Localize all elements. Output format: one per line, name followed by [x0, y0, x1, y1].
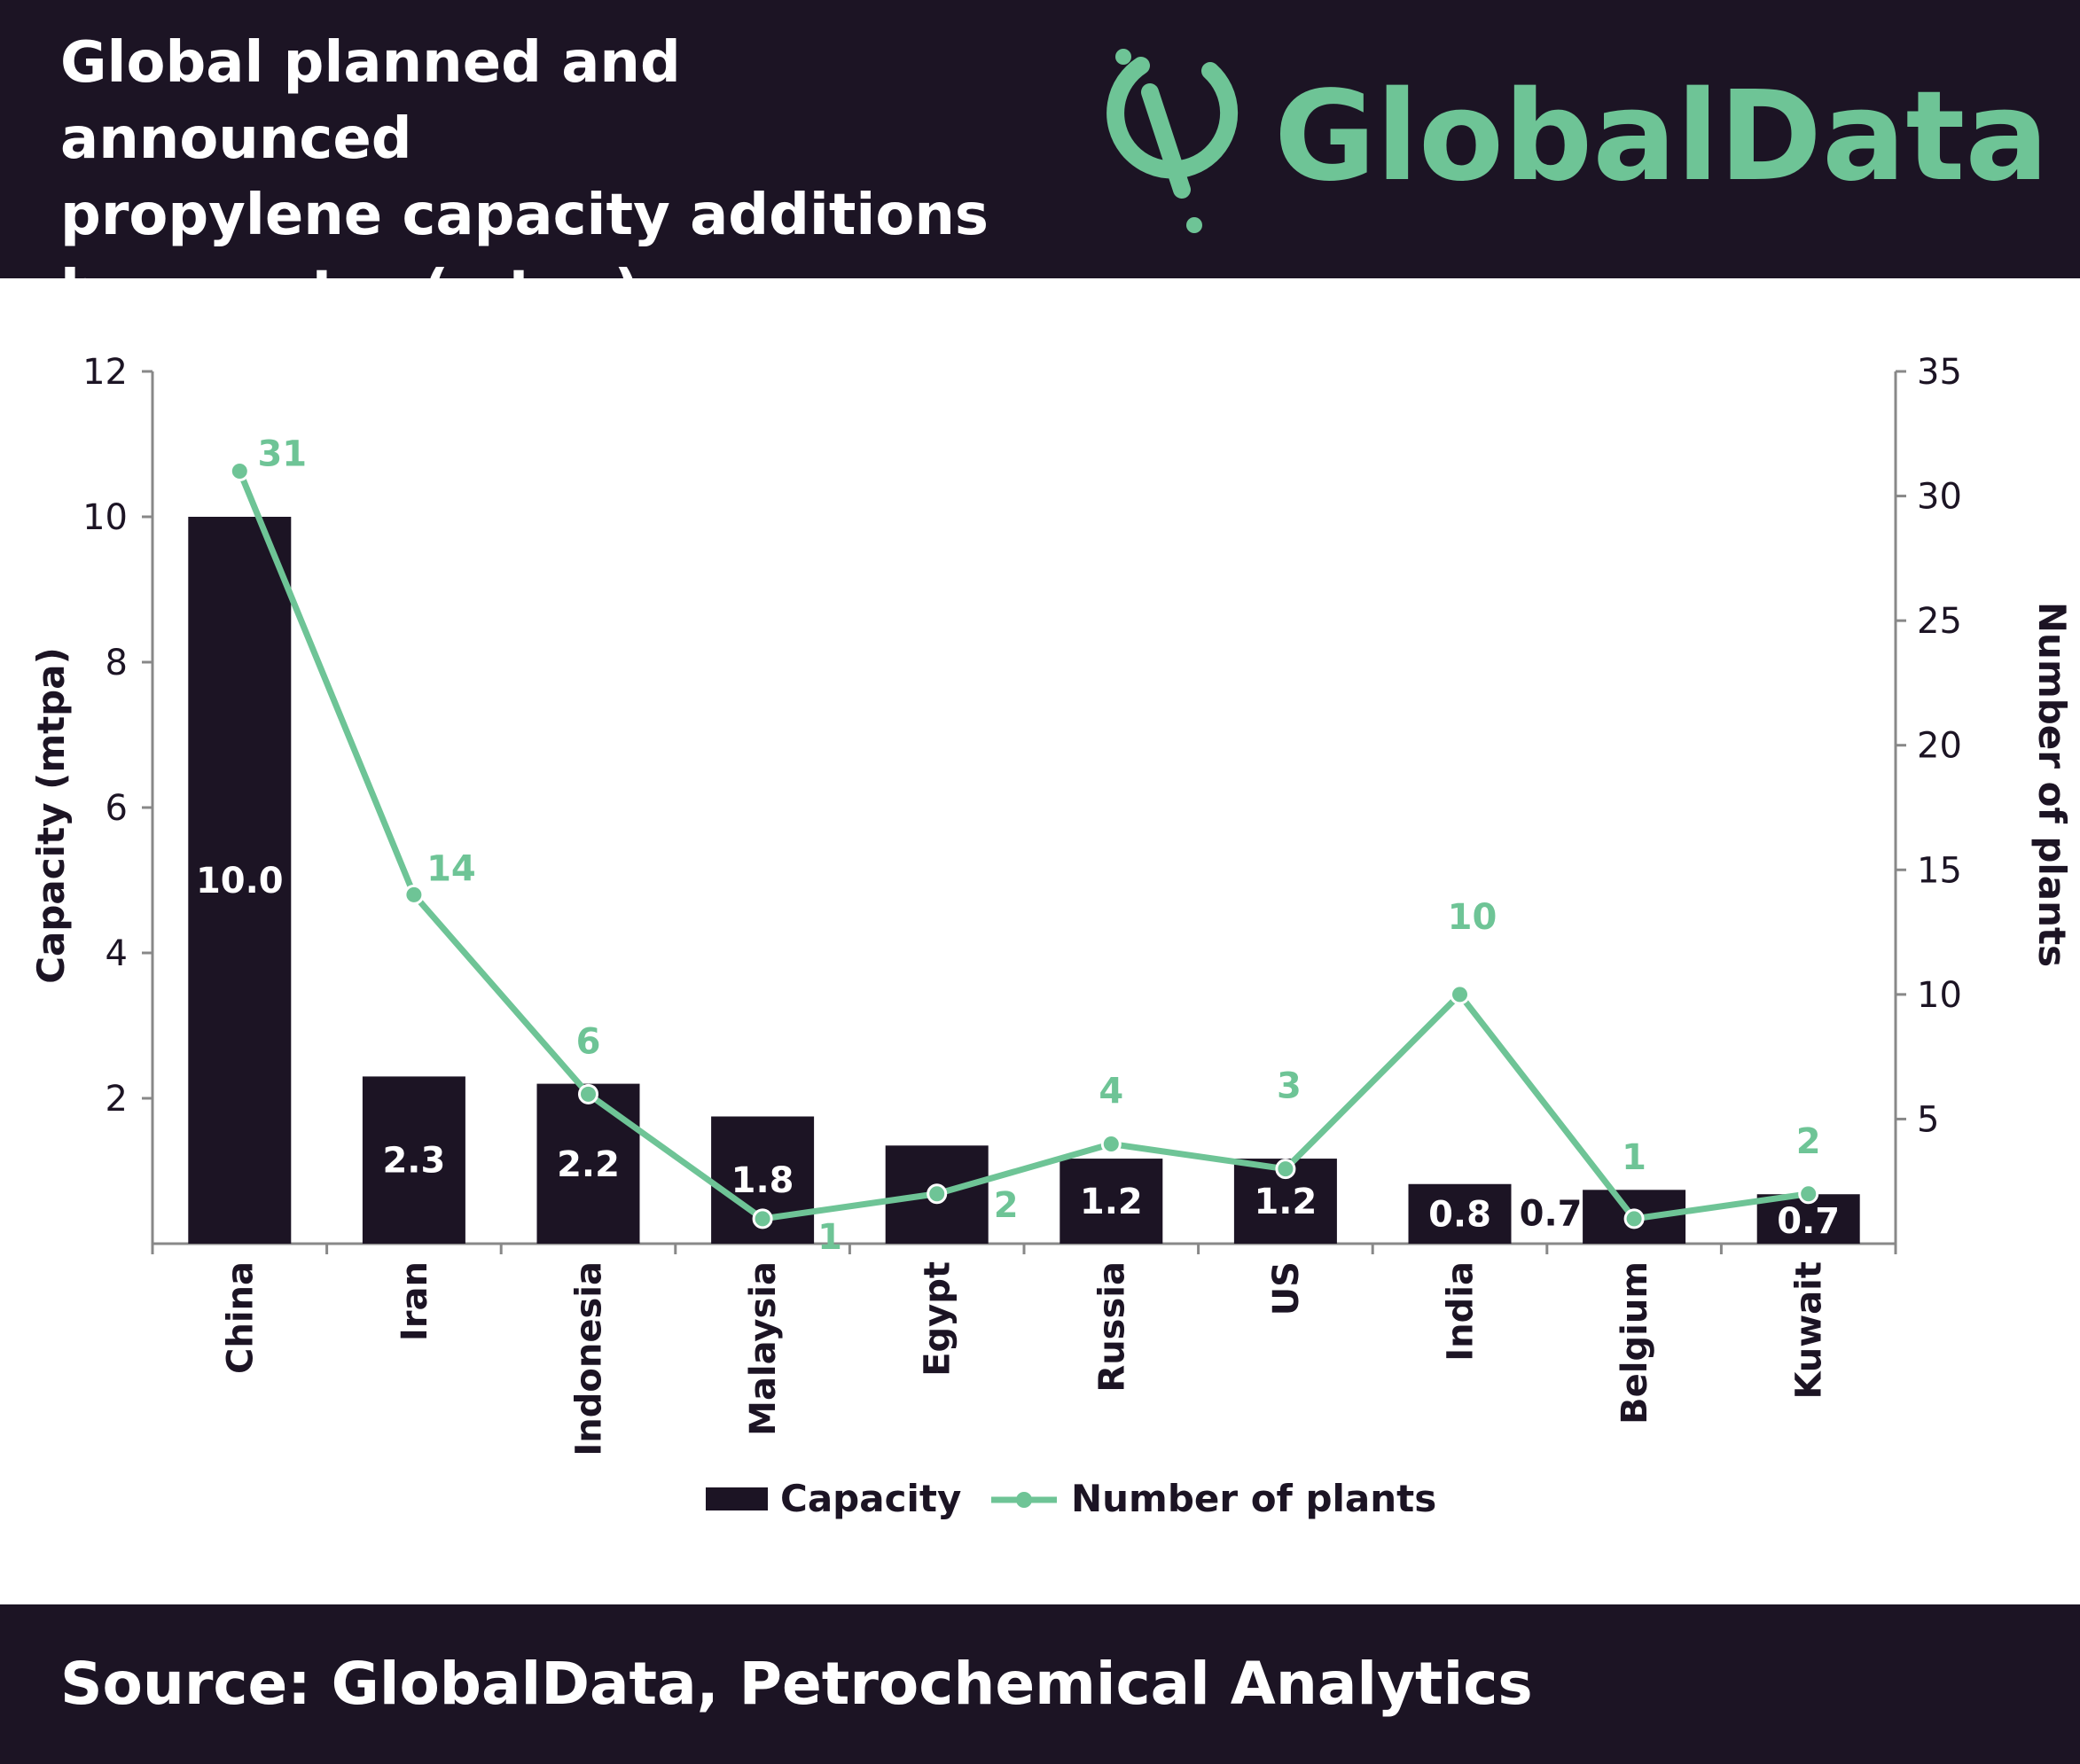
footer: Source: GlobalData, Petrochemical Analyt…	[0, 1604, 2080, 1764]
plants-point	[578, 1083, 598, 1104]
plants-point	[403, 884, 425, 905]
y-axis-title: Capacity (mtpa)	[29, 647, 73, 984]
capacity-bar	[536, 1083, 640, 1244]
title-line-1: Global planned and announced	[60, 30, 681, 172]
y-tick-label: 12	[82, 352, 128, 393]
y2-tick-label: 20	[1917, 726, 1962, 767]
y2-tick-label: 15	[1917, 850, 1962, 891]
legend-capacity-label: Capacity	[780, 1477, 961, 1520]
x-category-label: Malaysia	[743, 1261, 784, 1436]
capacity-data-label: 2.3	[382, 1141, 445, 1182]
x-category-label: Belgium	[1615, 1261, 1655, 1424]
y2-tick-label: 30	[1917, 477, 1962, 518]
title-line-2: propylene capacity additions	[60, 183, 989, 248]
source-note: Source: GlobalData, Petrochemical Analyt…	[60, 1650, 1533, 1718]
plants-data-label: 1	[1622, 1137, 1646, 1178]
plants-data-label: 14	[426, 848, 476, 889]
line-series	[229, 460, 1819, 1229]
x-category-label: Iran	[395, 1261, 435, 1341]
y-tick-label: 4	[106, 933, 128, 974]
y2-tick-label: 25	[1917, 601, 1962, 642]
capacity-bar	[362, 1076, 465, 1244]
plants-data-label: 6	[576, 1021, 601, 1062]
legend-plants-marker	[1016, 1492, 1032, 1508]
plants-point	[1623, 1208, 1645, 1229]
capacity-bar	[188, 517, 292, 1244]
x-category-label: US	[1266, 1261, 1307, 1315]
x-category-label: India	[1441, 1261, 1482, 1362]
plants-point	[1275, 1159, 1296, 1180]
y-tick-label: 10	[82, 497, 128, 538]
capacity-data-label: 1.2	[1080, 1182, 1143, 1222]
plants-point	[1798, 1183, 1819, 1205]
globaldata-logo-icon	[1106, 49, 1239, 233]
globaldata-logo-text: GlobalData.	[1274, 65, 2053, 209]
x-category-label: Indonesia	[569, 1261, 610, 1456]
y2-tick-label: 5	[1917, 1099, 1939, 1140]
plants-data-label: 31	[257, 433, 307, 474]
x-category-label: Egypt	[918, 1261, 958, 1377]
x-category-label: China	[220, 1261, 261, 1374]
labels: 10.0 2.3 2.2 1.8 1.2 1.2 0.8 0.7 0.7 31 14 6 1 2 4 3 10 1…	[196, 433, 1840, 1257]
capacity-data-label: 1.2	[1254, 1182, 1317, 1222]
capacity-bar	[1408, 1183, 1512, 1244]
y-tick-label: 8	[106, 643, 128, 683]
plants-data-label: 10	[1448, 897, 1497, 938]
plants-point	[229, 460, 250, 481]
capacity-data-label: 2.2	[557, 1144, 620, 1185]
legend-capacity-swatch	[706, 1487, 768, 1510]
plants-data-label: 1	[817, 1217, 842, 1258]
capacity-data-label: 0.7	[1520, 1194, 1583, 1235]
capacity-data-label: 0.8	[1428, 1194, 1491, 1235]
legend-plants-label: Number of plants	[1071, 1477, 1436, 1520]
capacity-data-label: 0.7	[1777, 1201, 1840, 1242]
y2-axis-title: Number of plants	[2030, 602, 2074, 967]
y2-tick-label: 35	[1917, 352, 1962, 393]
title-line-3: by country (mtpa)	[60, 259, 640, 324]
plants-point	[752, 1208, 773, 1229]
globaldata-logo: GlobalData.	[1106, 49, 2053, 233]
plants-data-label: 2	[994, 1185, 1019, 1226]
x-category-label: Russia	[1091, 1261, 1132, 1393]
plants-point	[1450, 984, 1470, 1005]
capacity-data-label: 10.0	[196, 861, 284, 902]
y2-tick-label: 10	[1917, 975, 1962, 1016]
plants-data-label: 3	[1277, 1066, 1302, 1107]
capacity-data-label: 1.8	[731, 1160, 794, 1201]
chart-title: Global planned and announced propylene c…	[60, 25, 1036, 330]
capacity-bar	[1060, 1159, 1163, 1244]
bars	[188, 517, 1860, 1244]
legend: Capacity Number of plants	[706, 1477, 1436, 1520]
y-tick-label: 6	[106, 788, 128, 829]
plants-data-label: 4	[1099, 1072, 1123, 1112]
plants-data-label: 2	[1796, 1121, 1821, 1162]
plants-point	[927, 1183, 948, 1205]
header: Global planned and announced propylene c…	[0, 0, 2080, 324]
y-tick-label: 2	[106, 1079, 128, 1120]
x-category-label: Kuwait	[1789, 1261, 1830, 1400]
plants-line	[237, 470, 1810, 1222]
plants-point	[1100, 1134, 1122, 1155]
